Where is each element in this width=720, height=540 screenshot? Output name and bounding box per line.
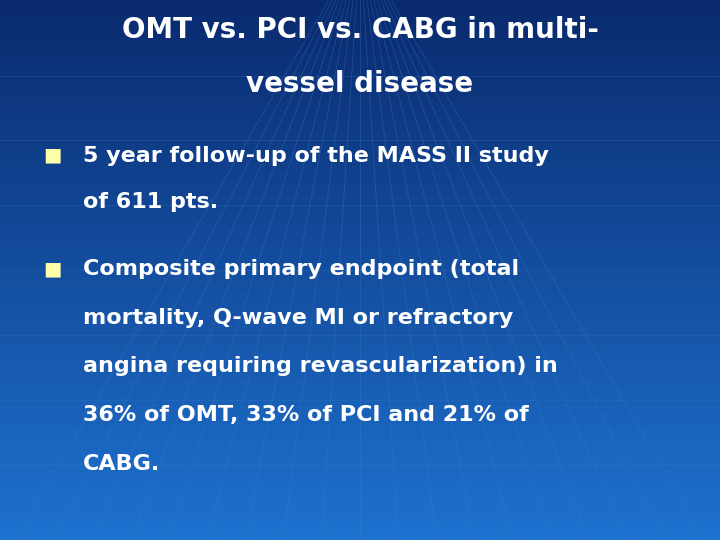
Text: ■: ■	[43, 259, 62, 278]
Text: 5 year follow-up of the MASS II study: 5 year follow-up of the MASS II study	[83, 146, 549, 166]
Text: mortality, Q-wave MI or refractory: mortality, Q-wave MI or refractory	[83, 308, 513, 328]
Text: OMT vs. PCI vs. CABG in multi-: OMT vs. PCI vs. CABG in multi-	[122, 16, 598, 44]
Text: vessel disease: vessel disease	[246, 70, 474, 98]
Text: of 611 pts.: of 611 pts.	[83, 192, 218, 212]
Text: CABG.: CABG.	[83, 454, 160, 474]
Text: Composite primary endpoint (total: Composite primary endpoint (total	[83, 259, 519, 279]
Text: ■: ■	[43, 146, 62, 165]
Text: angina requiring revascularization) in: angina requiring revascularization) in	[83, 356, 557, 376]
Text: 36% of OMT, 33% of PCI and 21% of: 36% of OMT, 33% of PCI and 21% of	[83, 405, 528, 425]
